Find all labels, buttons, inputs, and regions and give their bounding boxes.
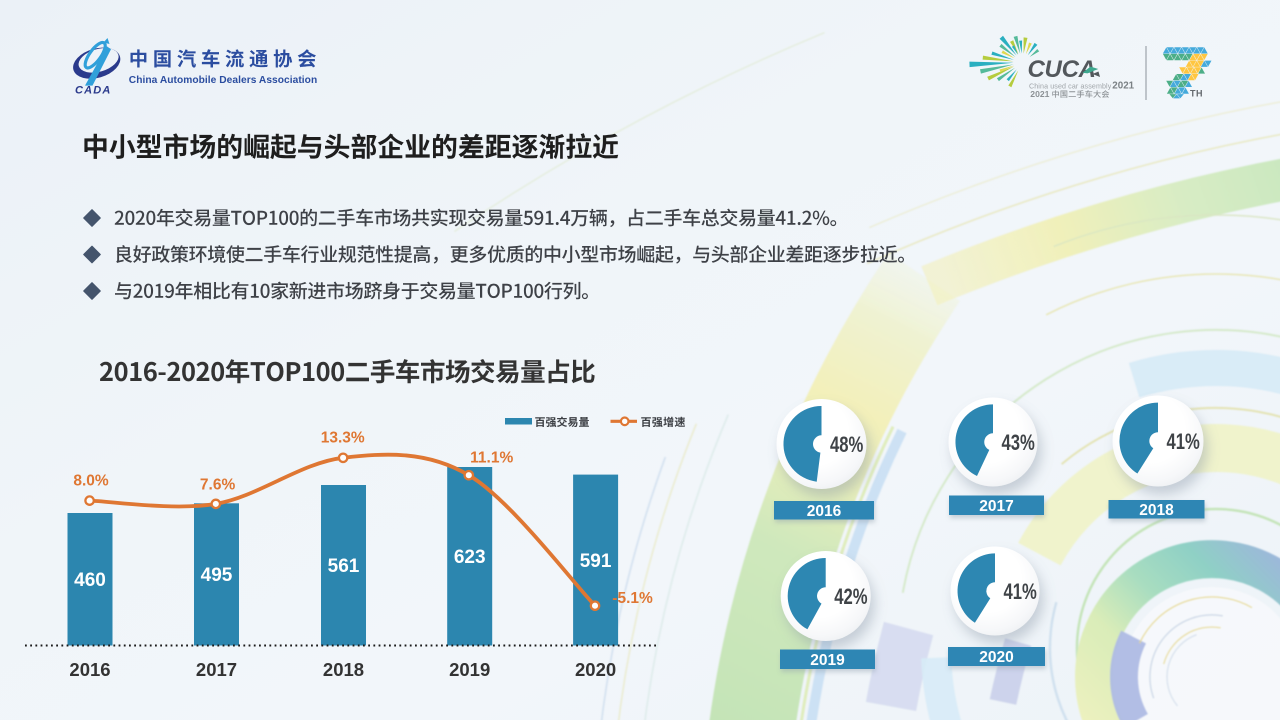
svg-text:2018: 2018 <box>323 659 364 680</box>
svg-text:2019: 2019 <box>810 652 845 669</box>
svg-text:2020: 2020 <box>575 659 616 680</box>
svg-text:591: 591 <box>580 551 612 572</box>
svg-text:TH: TH <box>1190 89 1203 99</box>
svg-text:2017: 2017 <box>979 498 1013 515</box>
svg-text:623: 623 <box>454 547 486 568</box>
svg-text:China used car assembly: China used car assembly <box>1029 82 1112 90</box>
svg-text:2016: 2016 <box>69 659 110 680</box>
svg-text:43%: 43% <box>1002 431 1036 456</box>
svg-text:2020: 2020 <box>979 649 1013 666</box>
svg-text:2021: 2021 <box>1030 89 1049 99</box>
svg-text:42%: 42% <box>834 585 868 610</box>
svg-text:7.6%: 7.6% <box>200 477 236 494</box>
svg-text:2017: 2017 <box>196 659 237 680</box>
svg-text:2018: 2018 <box>1139 502 1174 519</box>
svg-text:13.3%: 13.3% <box>321 430 365 447</box>
svg-text:8.0%: 8.0% <box>73 473 109 490</box>
svg-text:2021: 2021 <box>1112 80 1134 91</box>
svg-text:41%: 41% <box>1167 430 1201 455</box>
svg-text:460: 460 <box>74 570 106 591</box>
svg-text:China Automobile Dealers Assoc: China Automobile Dealers Association <box>129 75 317 86</box>
svg-text:41%: 41% <box>1004 580 1038 605</box>
svg-text:2016: 2016 <box>807 503 842 520</box>
svg-text:-5.1%: -5.1% <box>612 590 653 607</box>
svg-text:495: 495 <box>201 565 233 586</box>
svg-text:CUCA: CUCA <box>1028 56 1096 83</box>
svg-text:CADA: CADA <box>75 85 112 97</box>
svg-text:11.1%: 11.1% <box>470 450 513 467</box>
svg-text:561: 561 <box>328 556 360 577</box>
svg-text:2019: 2019 <box>449 659 490 680</box>
svg-text:48%: 48% <box>830 433 864 458</box>
